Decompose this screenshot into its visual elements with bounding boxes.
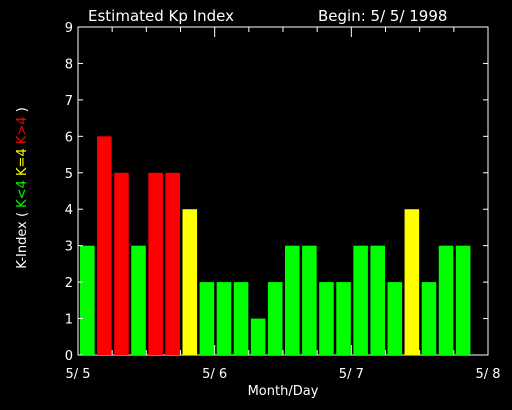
kp-bar [250,318,266,355]
kp-bar [131,245,146,355]
kp-bar [285,245,300,355]
x-tick-label: 5/ 8 [475,367,500,382]
x-axis-label: Month/Day [248,384,319,399]
kp-bar [302,245,317,355]
kp-bar [97,136,112,355]
x-tick-label: 5/ 6 [202,367,227,382]
kp-bar [80,245,95,355]
bars-group [80,136,471,355]
y-tick-label: 1 [65,313,73,328]
kp-bar [216,282,232,355]
y-axis-ticks: 0 1 2 3 4 5 6 7 8 9 [65,21,488,364]
kp-bar [148,172,163,355]
y-tick-label: 5 [65,167,73,182]
begin-date: Begin: 5/ 5/ 1998 [318,7,447,25]
kp-bar [267,282,283,355]
y-label-prefix: K-Index ( [15,212,30,269]
kp-bar [319,282,334,355]
y-label-suffix: ) [15,107,30,112]
kp-bar [165,172,180,355]
chart-title: Estimated Kp Index [88,7,234,25]
y-tick-label: 2 [65,276,73,291]
y-tick-label: 3 [65,240,73,255]
kp-bar [199,282,215,355]
y-label-equal: K=4 [15,148,30,176]
kp-bar [455,245,471,355]
x-tick-label: 5/ 7 [339,367,364,382]
y-axis-label: K-Index ( K<4 K=4 K>4 ) [15,107,30,269]
kp-bar [438,245,454,355]
kp-bar [114,172,129,355]
x-tick-label: 5/ 5 [65,367,90,382]
y-label-low: K<4 [15,180,30,208]
y-tick-label: 0 [65,349,73,364]
kp-bar [353,245,368,355]
y-tick-label: 9 [65,21,73,36]
kp-bar [336,282,351,355]
y-tick-label: 8 [65,57,73,72]
y-tick-label: 7 [65,94,73,109]
y-tick-label: 6 [65,130,73,145]
kp-bar [421,282,437,355]
kp-bar [370,245,385,355]
x-axis-ticks: 5/ 5 5/ 6 5/ 7 5/ 8 [65,27,501,382]
kp-bar [182,209,198,355]
kp-bar [404,209,420,355]
y-label-high: K>4 [15,116,30,144]
kp-bar [387,282,403,355]
kp-bar [233,282,249,355]
y-tick-label: 4 [65,203,73,218]
